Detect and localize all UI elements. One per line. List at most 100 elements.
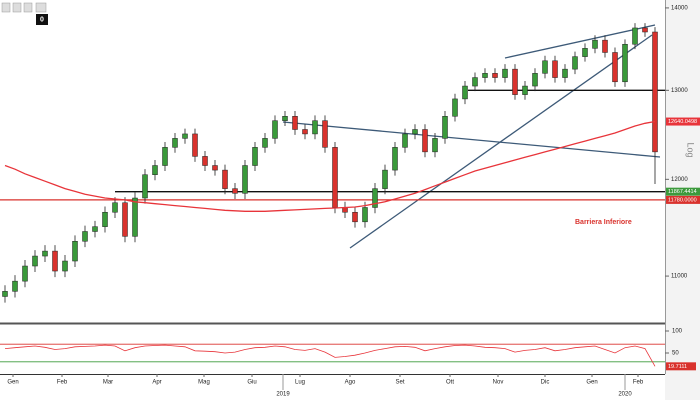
y-tick-label: 13000: [671, 88, 688, 94]
rsi-line: [4, 344, 656, 367]
x-tick-label: Lug: [295, 380, 305, 386]
moving-average-line: [4, 120, 656, 212]
level-label-box: [666, 187, 700, 196]
candle-body: [412, 129, 418, 135]
rsi-label-box: [666, 362, 696, 371]
candle-body: [152, 165, 158, 175]
x-tick-label: Giu: [247, 380, 256, 386]
candle-body: [22, 265, 28, 282]
candle-body: [352, 211, 358, 223]
candle-body: [442, 116, 448, 139]
candle-body: [362, 207, 368, 223]
y-tick-label: 12000: [671, 177, 688, 183]
x-tick-label: Gen: [7, 380, 18, 386]
candle-body: [652, 31, 658, 153]
trendline: [282, 121, 661, 158]
axis-scale-label: Log: [686, 142, 696, 157]
trendlines: [282, 24, 661, 249]
candle-body: [222, 169, 228, 189]
candle-body: [472, 77, 478, 87]
tool-icon[interactable]: [23, 2, 33, 13]
candle-body: [322, 120, 328, 148]
year-tick-label: 2020: [618, 392, 632, 398]
candle-body: [622, 43, 628, 83]
x-tick-label: Ago: [345, 380, 356, 386]
x-tick-label: Feb: [57, 380, 68, 386]
annotation: Barriera Inferiore: [575, 219, 632, 226]
candle-body: [552, 60, 558, 78]
candle-body: [232, 188, 238, 194]
trendline: [504, 24, 656, 59]
candle-body: [372, 188, 378, 208]
candle-body: [492, 73, 498, 78]
y-tick-label: 14000: [671, 5, 688, 11]
candle-body: [242, 165, 248, 194]
candle-body: [602, 39, 608, 53]
candle-body: [72, 241, 78, 262]
rsi-tick-label: 50: [672, 351, 679, 357]
candle-body: [42, 250, 48, 257]
ma-label: 12640.0498: [668, 119, 697, 125]
candle-body: [202, 156, 208, 166]
x-tick-label: Set: [395, 380, 404, 386]
x-tick-label: Gen: [586, 380, 597, 386]
candle-body: [142, 174, 148, 199]
candle-body: [332, 147, 338, 208]
candle-body: [502, 68, 508, 78]
candle-body: [462, 85, 468, 100]
toolbar: 0: [1, 2, 48, 25]
candle-body: [592, 39, 598, 49]
candle-body: [82, 231, 88, 242]
badge-text: 0: [40, 16, 44, 23]
x-tick-label: Nov: [493, 380, 504, 386]
x-tick-label: Mar: [103, 380, 113, 386]
year-tick-label: 2019: [276, 392, 290, 398]
candle-body: [162, 147, 168, 166]
candle-body: [2, 291, 8, 297]
candle-body: [632, 27, 638, 45]
candle-body: [562, 68, 568, 78]
candle-body: [172, 138, 178, 148]
x-tick-label: Ott: [446, 380, 454, 386]
badge[interactable]: [36, 14, 48, 25]
level-label: 11780.0000: [668, 197, 697, 203]
candle-body: [542, 60, 548, 74]
candle-body: [182, 133, 188, 139]
candle-body: [642, 27, 648, 33]
ma-label-box: [666, 117, 700, 126]
candle-body: [12, 280, 18, 292]
candle-body: [102, 211, 108, 227]
candle-body: [282, 116, 288, 121]
tool-icon[interactable]: [1, 2, 11, 13]
candle-body: [382, 169, 388, 189]
candle-body: [612, 52, 618, 83]
level-label-box: [666, 195, 700, 204]
rsi-tick-label: 100: [672, 329, 683, 335]
candle-body: [532, 73, 538, 87]
tool-icon[interactable]: [12, 2, 22, 13]
candle-body: [422, 129, 428, 153]
candle-body: [482, 73, 488, 78]
candle-body: [32, 255, 38, 267]
candle-body: [302, 129, 308, 135]
x-tick-label: Feb: [633, 380, 644, 386]
x-tick-label: Mag: [198, 380, 210, 386]
candle-body: [132, 197, 138, 237]
candle-body: [432, 138, 438, 153]
x-tick-label: Apr: [152, 380, 161, 386]
candle-body: [392, 147, 398, 171]
candle-body: [112, 202, 118, 213]
candle-body: [572, 56, 578, 70]
candle-body: [262, 138, 268, 148]
x-tick-label: Dic: [541, 380, 550, 386]
candle-body: [452, 98, 458, 117]
y-tick-label: 11000: [671, 274, 688, 280]
candle-body: [212, 165, 218, 171]
candle-body: [292, 116, 298, 130]
candle-body: [92, 226, 98, 232]
candle-body: [52, 250, 58, 272]
tool-icon[interactable]: [35, 2, 47, 13]
rsi-label: 19.7111: [668, 364, 687, 370]
candle-body: [582, 48, 588, 57]
